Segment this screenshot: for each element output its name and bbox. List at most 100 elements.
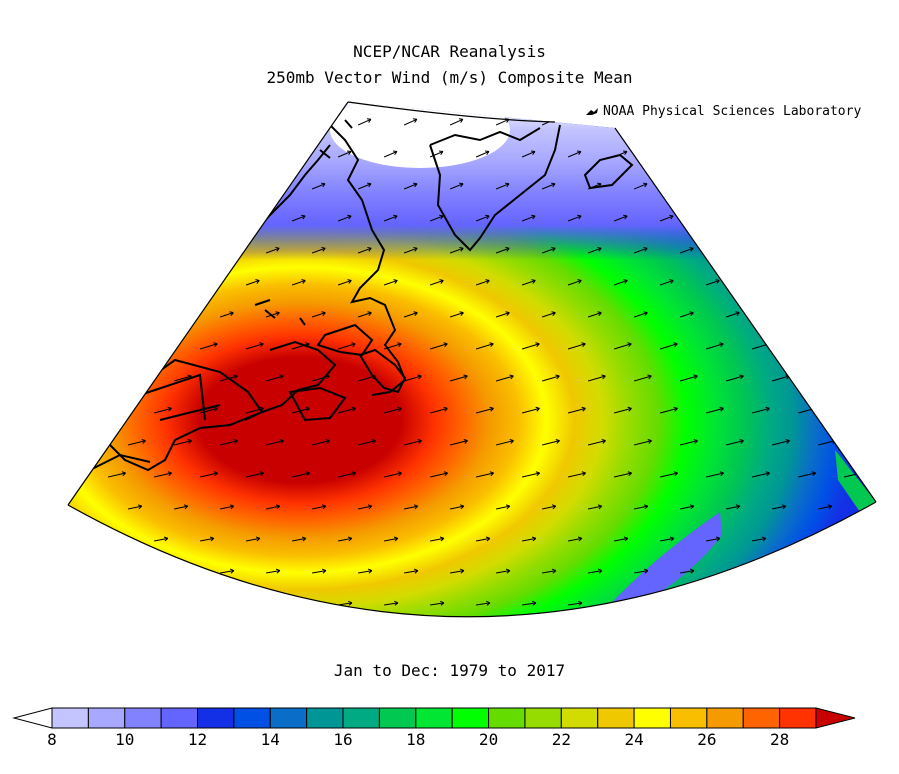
wind-vector: [199, 150, 214, 158]
wind-vector: [154, 471, 173, 478]
wind-vector: [199, 342, 218, 350]
wind-vector: [705, 214, 720, 222]
wind-vector: [613, 214, 628, 222]
wind-vector: [680, 634, 694, 638]
wind-vector: [705, 342, 724, 350]
wind-vector: [429, 214, 444, 222]
wind-vector: [613, 279, 628, 286]
wind-vector: [200, 600, 215, 606]
wind-vector: [429, 342, 448, 350]
wind-vector: [475, 214, 490, 222]
wind-vector: [797, 150, 812, 158]
wind-vector: [614, 471, 633, 478]
wind-vector: [312, 568, 327, 574]
wind-vector: [680, 568, 695, 574]
wind-vector: [705, 406, 724, 414]
wind-vector: [752, 600, 767, 606]
wind-vector: [541, 311, 556, 318]
colorbar-tick-label: 12: [187, 730, 208, 749]
wind-vector: [495, 246, 510, 254]
wind-vector: [725, 118, 740, 126]
colorbar-swatch: [124, 707, 162, 729]
wind-vector: [660, 600, 675, 606]
wind-vector: [357, 246, 372, 254]
wind-vector: [634, 439, 652, 446]
wind-vector: [449, 374, 468, 382]
colorbar-swatch: [706, 707, 744, 729]
wind-vector: [108, 471, 127, 478]
wind-vector: [219, 118, 234, 126]
wind-vector: [358, 568, 373, 574]
wind-vector: [220, 568, 235, 574]
colorbar-swatch: [779, 707, 817, 729]
colorbar-tick-label: 8: [47, 730, 57, 749]
colorbar-swatch: [197, 707, 235, 729]
wind-vector: [772, 568, 787, 574]
wind-vector: [797, 279, 812, 286]
wind-vector: [245, 214, 260, 222]
colorbar-swatch: [524, 707, 562, 729]
wind-vector: [890, 407, 899, 413]
wind-vector: [660, 536, 675, 542]
wind-vector: [430, 600, 445, 606]
wind-vector: [568, 600, 583, 606]
wind-vector: [521, 406, 540, 414]
wind-vector: [659, 150, 674, 158]
wind-vector: [245, 279, 260, 286]
wind-vector: [246, 600, 261, 606]
wind-vector: [450, 439, 468, 446]
wind-vector: [450, 634, 464, 638]
wind-vector: [312, 634, 326, 638]
wind-vector: [403, 182, 418, 190]
wind-vector: [173, 374, 192, 382]
wind-vector: [127, 246, 142, 254]
wind-vector: [311, 374, 330, 382]
wind-vector: [752, 536, 767, 542]
wind-vector: [541, 182, 556, 190]
wind-vector: [634, 504, 649, 510]
colorbar-under-arrow: [12, 707, 53, 729]
wind-vector: [291, 406, 310, 414]
wind-vector: [246, 536, 261, 542]
wind-vector: [771, 118, 786, 126]
wind-vector: [706, 471, 725, 478]
wind-vector: [245, 150, 260, 158]
wind-vector: [292, 600, 307, 606]
colorbar-tick-label: 14: [260, 730, 280, 749]
wind-vector: [312, 504, 327, 510]
wind-vector: [818, 634, 832, 638]
wind-vector: [659, 406, 678, 414]
wind-vector: [541, 246, 556, 254]
colorbar-tick-label: 28: [769, 730, 790, 749]
wind-vector: [266, 634, 280, 638]
wind-vector: [706, 600, 721, 606]
wind-vector: [752, 471, 771, 478]
wind-vector: [726, 504, 741, 510]
wind-vector: [220, 504, 235, 510]
wind-vector: [568, 471, 587, 478]
wind-vector: [798, 600, 813, 606]
wind-vector: [153, 150, 168, 158]
wind-vector: [403, 311, 418, 318]
wind-vector: [679, 311, 694, 318]
wind-vector: [567, 406, 586, 414]
wind-vector: [337, 214, 352, 222]
wind-vector: [291, 214, 306, 222]
wind-vector: [587, 311, 602, 318]
wind-vector: [864, 568, 876, 574]
wind-vector: [890, 215, 899, 221]
wind-vector: [679, 246, 694, 254]
wind-vector: [843, 150, 858, 158]
wind-vector: [430, 471, 449, 478]
colorbar-tick-label: 18: [406, 730, 426, 749]
wind-vector: [265, 374, 284, 382]
colorbar-tick-label: 24: [624, 730, 644, 749]
wind-vector: [338, 536, 353, 542]
wind-vector: [174, 504, 189, 510]
chart-title: NCEP/NCAR Reanalysis: [353, 42, 546, 61]
wind-vector: [219, 246, 234, 254]
colorbar-swatch: [415, 707, 453, 729]
wind-vector: [128, 439, 146, 446]
wind-vector: [587, 118, 602, 126]
